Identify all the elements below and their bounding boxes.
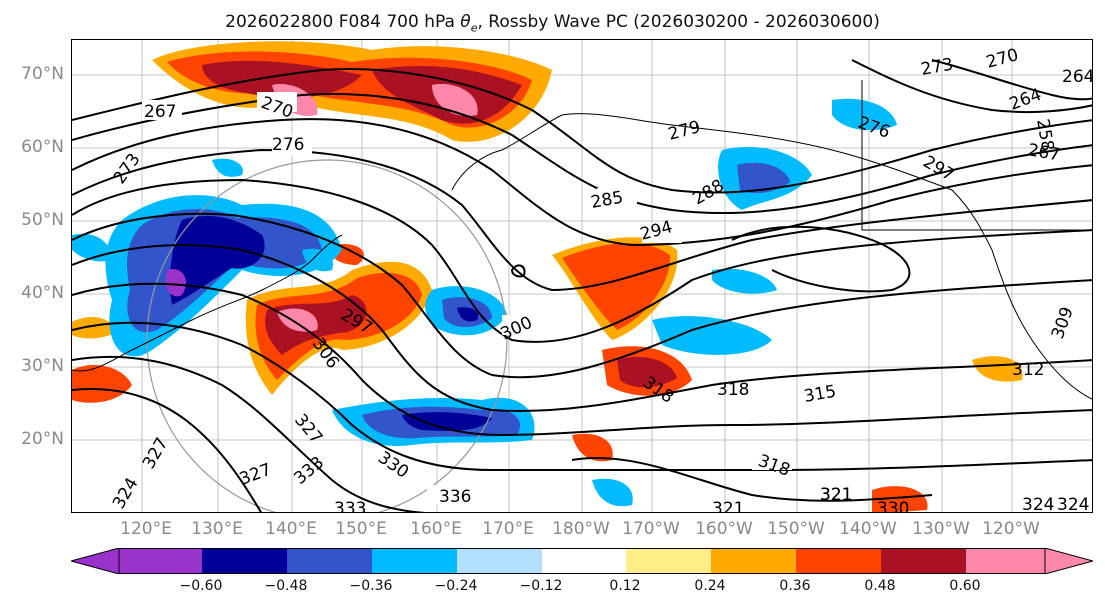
contour-label: 321 [820,485,852,505]
contour-label: 267 [144,102,176,122]
colorbar-tick: 0.36 [779,578,811,594]
contour-label: 270 [984,45,1021,73]
contour-label: 327 [290,410,326,448]
contour-label: 333 [290,453,328,489]
contour-label: 327 [237,460,274,490]
contour-label: 264 [1062,67,1093,87]
map-panel: 267 270 273 276 279 285 288 294 297 300 … [71,39,1093,513]
contour-label: 324 [1057,495,1089,513]
colorbar-tick: −0.60 [179,578,223,594]
map-canvas: 267 270 273 276 279 285 288 294 297 300 … [72,40,1093,513]
lon-label: 140°W [839,519,897,539]
lon-label: 120°W [982,519,1040,539]
colorbar-tick: 0.60 [949,578,981,594]
lon-label: 140°E [265,519,317,539]
contour-label: 309 [1048,304,1078,341]
colorbar-bin [711,548,796,574]
contour-label: 318 [717,380,749,400]
lat-label: 50°N [21,210,64,230]
theta-e-contours [72,59,1092,512]
coastlines [72,80,1092,400]
lon-label: 150°W [767,519,825,539]
contour-label: 330 [877,499,909,513]
reference-circle [146,159,508,512]
lon-label: 150°E [335,519,387,539]
colorbar-tick: −0.24 [434,578,478,594]
contour-label: 324 [1022,495,1054,513]
lat-label: 40°N [21,283,64,303]
colorbar-bin [626,548,711,574]
contour-label: 267 [1026,140,1061,165]
lon-label: 160°E [410,519,462,539]
contour-label: 276 [272,135,304,155]
colorbar-tick: −0.36 [349,578,393,594]
colorbar-tick: −0.48 [264,578,308,594]
lat-label: 20°N [21,429,64,449]
contour-label: 321 [820,485,852,505]
contour-label: 279 [666,117,703,145]
colorbar-extend-low [71,548,120,574]
contour-label: 273 [919,55,954,80]
lon-label: 180°W [552,519,610,539]
contour-label: 324 [109,474,143,512]
colorbar-bin [966,548,1045,574]
contour-label-group [142,92,842,505]
contour-label: 312 [1012,360,1044,380]
map-title: 2026022800 F084 700 hPa θe, Rossby Wave … [225,12,880,35]
colorbar-bin [881,548,966,574]
colorbar-extend-high [1044,548,1093,574]
colorbar-tick: −0.12 [519,578,563,594]
negative-anomaly-shading [72,98,897,507]
colorbar-bin [119,548,202,574]
colorbar-bin [796,548,881,574]
lon-label: 130°W [912,519,970,539]
colorbar [71,548,1093,574]
lat-label: 30°N [21,356,64,376]
lon-label: 170°W [622,519,680,539]
contour-label: 333 [334,499,366,513]
contour-label: 264 [1007,85,1044,115]
lat-label: 70°N [21,64,64,84]
lat-label: 60°N [21,137,64,157]
contour-label: 330 [374,448,412,483]
lon-label: 160°W [695,519,753,539]
lon-label: 130°E [191,519,243,539]
contour-label: 321 [712,499,744,513]
lon-label: 170°E [482,519,534,539]
colorbar-tick: 0.12 [609,578,641,594]
contour-label: 336 [439,487,471,507]
colorbar-bin [372,548,457,574]
lon-label: 120°E [120,519,172,539]
colorbar-tick: 0.24 [694,578,726,594]
colorbar-bin [542,548,626,574]
colorbar-bin [287,548,372,574]
colorbar-tick: 0.48 [864,578,896,594]
contour-label: 285 [589,188,624,213]
colorbar-bin [202,548,287,574]
colorbar-bin [457,548,542,574]
